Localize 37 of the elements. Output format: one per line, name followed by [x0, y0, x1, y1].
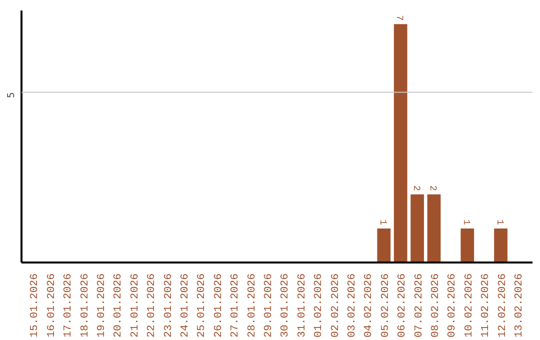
x-tick-label: 13.02.2026 [513, 273, 526, 338]
ref-line-label: 5 [6, 92, 17, 98]
x-tick-label: 03.02.2026 [346, 273, 358, 338]
x-tick-label: 31.01.2026 [296, 273, 308, 338]
x-tick-label: 26.01.2026 [212, 273, 225, 338]
x-tick-label: 11.02.2026 [480, 273, 492, 338]
x-tick-label: 15.01.2026 [29, 273, 42, 338]
x-tick-label: 24.01.2026 [179, 273, 192, 338]
x-tick-label: 22.01.2026 [146, 273, 158, 338]
data-label: 2 [410, 185, 422, 191]
x-tick-label: 05.02.2026 [380, 273, 392, 338]
x-tick-label: 19.01.2026 [96, 273, 108, 338]
x-tick-label: 28.01.2026 [246, 273, 258, 338]
x-tick-label: 25.01.2026 [196, 273, 208, 338]
x-tick-label: 23.01.2026 [162, 273, 175, 338]
data-label: 1 [494, 219, 506, 226]
x-tick-label: 10.02.2026 [463, 273, 476, 338]
x-tick-label: 21.01.2026 [129, 273, 142, 338]
data-label: 1 [377, 219, 388, 226]
x-tick-label: 30.01.2026 [280, 273, 292, 338]
x-tick-label: 09.02.2026 [446, 273, 459, 338]
x-tick-label: 27.01.2026 [230, 273, 242, 338]
x-tick-label: 01.02.2026 [313, 273, 326, 338]
x-tick-label: 06.02.2026 [396, 273, 409, 338]
x-tick-label: 20.01.2026 [112, 273, 125, 338]
x-tick-label: 17.01.2026 [62, 273, 75, 338]
x-tick-label: 04.02.2026 [363, 273, 376, 338]
x-tick-label: 08.02.2026 [430, 273, 442, 338]
x-tick-label: 12.02.2026 [496, 273, 509, 338]
x-tick-label: 18.01.2026 [79, 273, 92, 338]
data-label: 1 [460, 219, 472, 226]
data-label: 7 [394, 15, 406, 21]
x-tick-label: 07.02.2026 [413, 273, 426, 338]
x-tick-label: 02.02.2026 [330, 273, 342, 338]
x-tick-label: 16.01.2026 [46, 273, 58, 338]
x-tick-label: 29.01.2026 [262, 273, 275, 338]
data-label: 2 [427, 185, 438, 191]
